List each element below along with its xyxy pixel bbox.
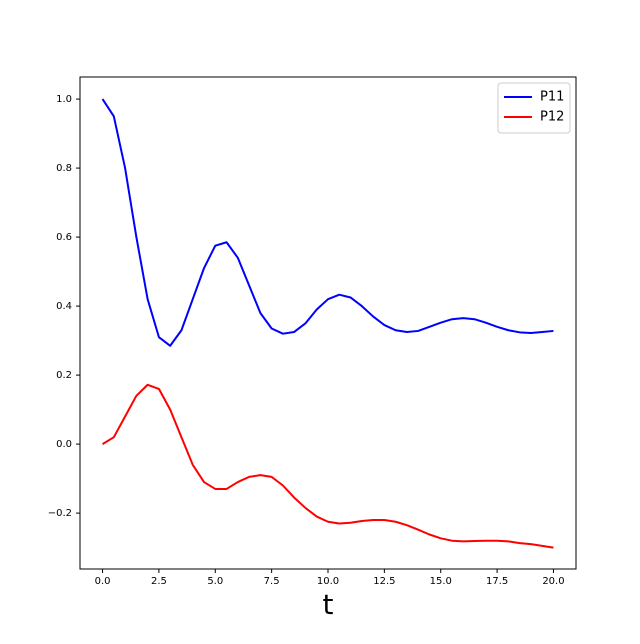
x-tick-label: 2.5	[151, 576, 167, 587]
legend-label: P11	[540, 90, 564, 105]
y-tick-label: 0.8	[56, 163, 72, 174]
legend-box	[497, 82, 571, 134]
legend-label: P12	[540, 110, 564, 125]
y-tick-label: 0.4	[56, 301, 72, 312]
x-tick-label: 7.5	[264, 576, 280, 587]
x-tick-label: 15.0	[430, 576, 452, 587]
x-tick-label: 20.0	[542, 576, 564, 587]
y-tick-label: 1.0	[56, 94, 72, 105]
x-tick-label: 10.0	[317, 576, 339, 587]
y-tick-label: 0.2	[56, 370, 72, 381]
y-tick-label: −0.2	[48, 508, 72, 519]
series-line	[102, 383, 554, 549]
y-tick-label: 0.0	[56, 439, 72, 450]
series-line	[101, 98, 554, 347]
x-axis-label: t	[323, 588, 334, 621]
y-tick-label: 0.6	[56, 232, 72, 243]
x-tick-label: 12.5	[373, 576, 395, 587]
x-tick-label: 5.0	[207, 576, 223, 587]
x-tick-label: 0.0	[95, 576, 111, 587]
x-tick-label: 17.5	[486, 576, 508, 587]
